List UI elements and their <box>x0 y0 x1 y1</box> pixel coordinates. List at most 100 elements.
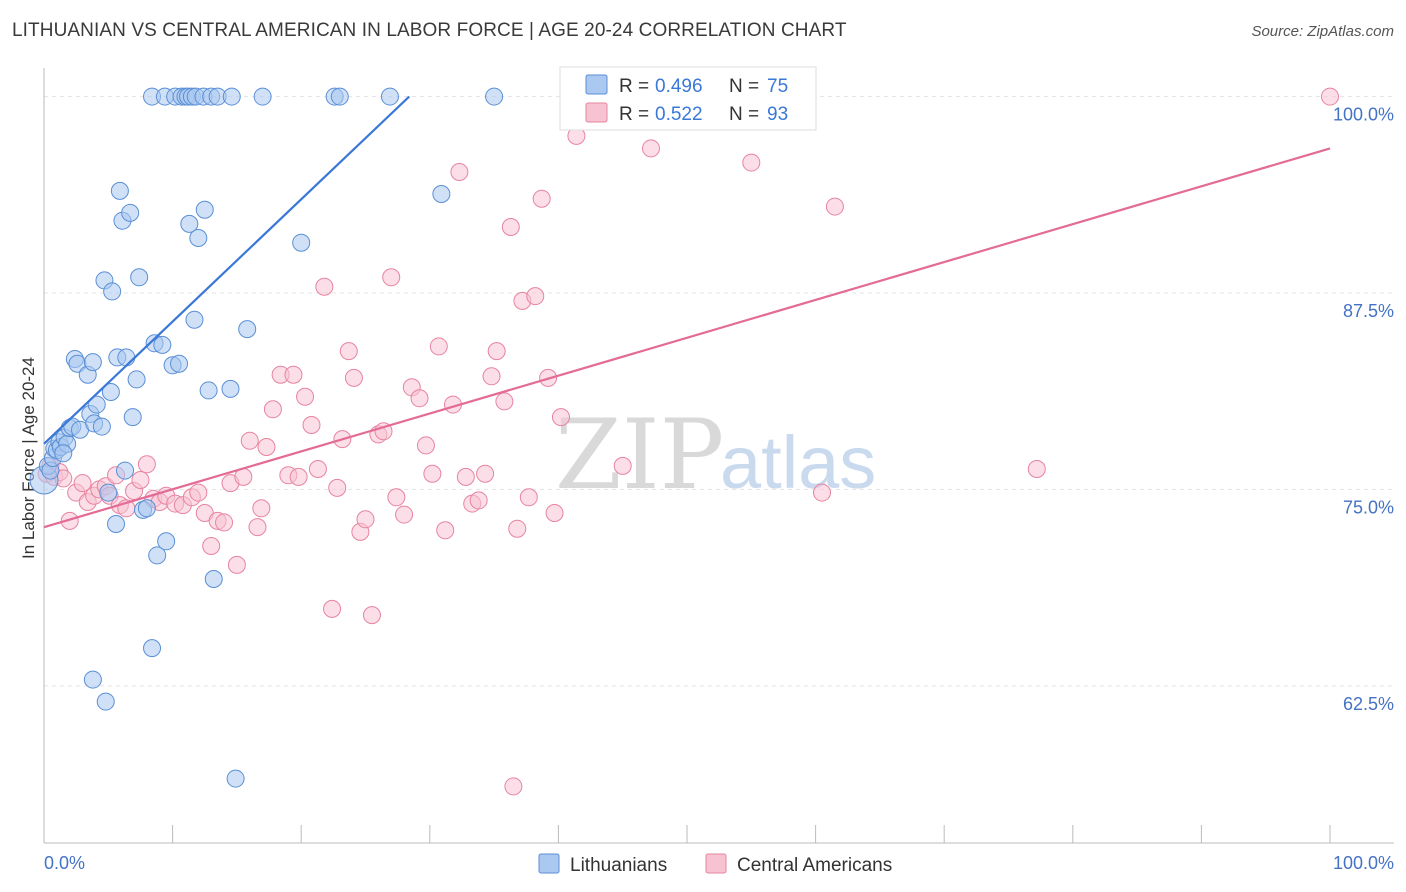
point-lith-43 <box>157 532 176 551</box>
point-central-67 <box>456 467 475 486</box>
stats-swatch-pink <box>585 102 608 123</box>
trend-lines <box>43 95 1331 529</box>
stats-r-label-2: R = <box>619 104 649 125</box>
point-central-41 <box>289 467 308 486</box>
point-central-81 <box>545 504 564 522</box>
stats-r-label-1: R = <box>619 76 649 97</box>
point-central-36 <box>257 438 276 456</box>
point-lith-63 <box>226 769 245 788</box>
point-central-72 <box>487 342 506 361</box>
point-central-34 <box>248 518 267 537</box>
point-central-52 <box>356 510 375 529</box>
point-lith-19 <box>87 395 106 414</box>
watermark: ZIP atlas <box>555 399 876 511</box>
legend-swatch-lithuanians <box>538 853 560 874</box>
point-central-88 <box>813 483 832 502</box>
trend-central-americans <box>43 147 1331 529</box>
source-credit: Source: ZipAtlas.com <box>1251 23 1394 40</box>
point-central-50 <box>344 368 363 387</box>
point-lith-32 <box>123 408 142 427</box>
stats-r-value-1: 0.496 <box>655 76 703 97</box>
y-tick-label-3: 100.0% <box>1333 105 1394 125</box>
point-lith-29 <box>116 461 135 480</box>
stats-box: R = 0.496 N = 75 R = 0.522 N = 93 <box>559 66 817 131</box>
chart-title: LITHUANIAN VS CENTRAL AMERICAN IN LABOR … <box>12 20 847 41</box>
stats-r-value-2: 0.522 <box>655 104 703 125</box>
point-central-71 <box>482 367 501 386</box>
point-lith-57 <box>199 381 218 400</box>
point-lith-33 <box>127 370 146 389</box>
point-lith-73 <box>96 692 115 711</box>
point-central-90 <box>1027 460 1046 478</box>
point-central-25 <box>189 483 208 502</box>
point-lith-34 <box>130 268 149 287</box>
y-tick-label-1: 75.0% <box>1343 497 1394 517</box>
point-lith-70 <box>432 185 451 203</box>
stats-swatch-blue <box>585 74 608 95</box>
point-central-77 <box>519 488 538 507</box>
point-lith-31 <box>121 203 140 222</box>
point-lith-46 <box>170 354 189 373</box>
point-central-17 <box>131 471 150 489</box>
point-central-46 <box>323 599 342 618</box>
point-lith-40 <box>148 546 167 565</box>
series-central-americans <box>37 87 1339 796</box>
point-lith-68 <box>330 87 349 106</box>
point-lith-41 <box>153 335 172 354</box>
axes <box>43 68 1394 844</box>
point-lith-36 <box>137 499 156 518</box>
point-central-86 <box>742 153 761 172</box>
point-central-69 <box>469 491 488 510</box>
point-lith-72 <box>83 670 102 689</box>
point-central-27 <box>202 537 221 555</box>
point-lith-69 <box>380 87 399 106</box>
point-central-42 <box>296 387 315 406</box>
point-central-29 <box>215 513 234 532</box>
stats-n-label-2: N = <box>729 104 759 125</box>
grid-lines <box>44 96 1394 687</box>
point-lith-25 <box>107 515 126 533</box>
point-lith-30 <box>117 348 136 367</box>
watermark-zip: ZIP <box>555 399 724 511</box>
point-central-75 <box>508 519 527 538</box>
point-central-79 <box>532 189 551 208</box>
legend: Lithuanians Central Americans <box>538 853 892 876</box>
point-lith-56 <box>195 200 214 219</box>
y-tick-labels: 62.5% 75.0% 87.5% 100.0% <box>1333 105 1394 714</box>
point-central-44 <box>308 460 327 478</box>
point-central-18 <box>137 455 156 474</box>
point-lith-52 <box>185 310 204 329</box>
legend-label-lithuanians: Lithuanians <box>570 855 667 876</box>
trend-lithuanians <box>43 95 410 445</box>
y-axis-title: In Labor Force | Age 20-24 <box>19 357 38 559</box>
x-tick-label-max: 100.0% <box>1333 853 1394 873</box>
point-central-45 <box>315 277 334 296</box>
point-central-78 <box>526 287 545 306</box>
legend-swatch-central-americans <box>705 853 727 874</box>
legend-label-central-americans: Central Americans <box>737 855 892 876</box>
point-central-60 <box>410 389 429 408</box>
stats-n-label-1: N = <box>729 76 759 97</box>
point-central-5 <box>60 511 79 530</box>
point-central-57 <box>387 488 406 507</box>
point-lith-54 <box>189 229 208 247</box>
point-lith-61 <box>221 379 240 398</box>
point-central-37 <box>263 400 282 419</box>
watermark-atlas: atlas <box>720 421 876 504</box>
point-central-49 <box>339 342 358 361</box>
point-central-33 <box>240 431 259 450</box>
point-lith-65 <box>253 87 272 106</box>
point-central-35 <box>252 499 271 518</box>
point-central-70 <box>476 464 495 483</box>
point-central-47 <box>328 478 347 497</box>
point-central-92 <box>504 777 523 796</box>
point-central-82 <box>551 408 570 427</box>
point-central-73 <box>495 392 514 411</box>
point-central-84 <box>613 456 632 475</box>
point-central-43 <box>302 416 321 434</box>
point-central-31 <box>227 555 246 574</box>
point-lith-23 <box>101 383 120 401</box>
point-central-62 <box>423 464 442 483</box>
point-central-89 <box>825 197 844 216</box>
